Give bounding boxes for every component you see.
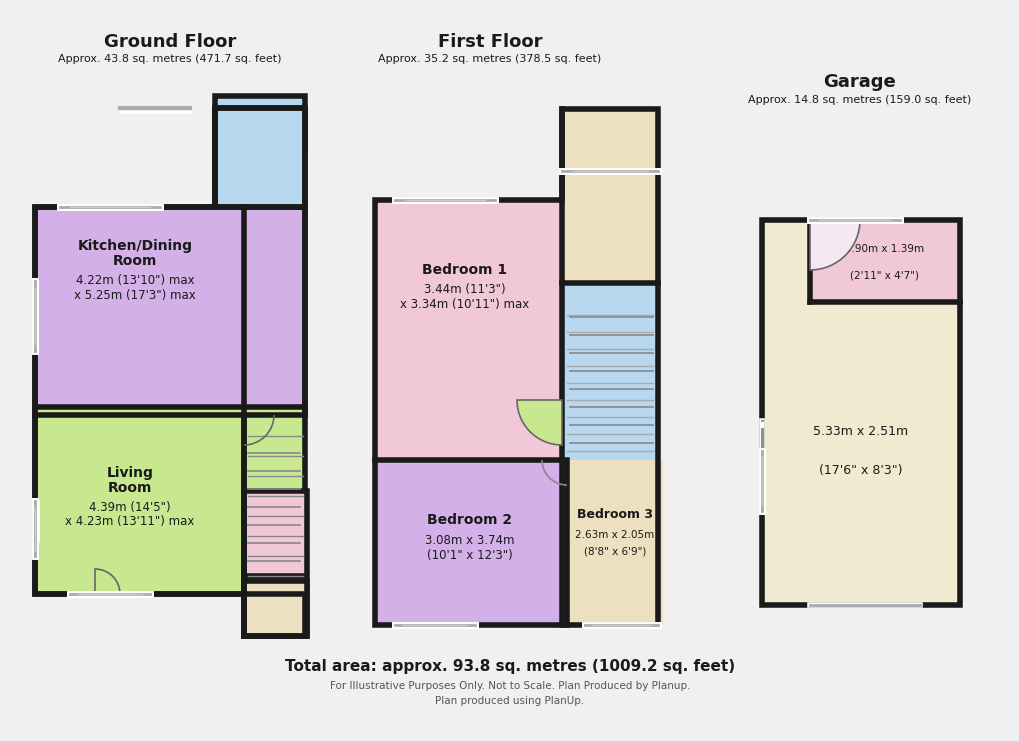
Bar [809, 220, 959, 302]
Bar [244, 581, 307, 636]
Text: 3.08m x 3.74m: 3.08m x 3.74m [425, 534, 515, 547]
Bar [375, 200, 561, 460]
Bar [215, 108, 305, 207]
Text: 5.33m x 2.51m: 5.33m x 2.51m [812, 425, 908, 438]
Text: x 5.25m (17'3") max: x 5.25m (17'3") max [74, 290, 196, 302]
Text: Room: Room [108, 481, 152, 495]
Text: 2.63m x 2.05m: 2.63m x 2.05m [575, 530, 654, 540]
Wedge shape [517, 400, 561, 445]
Polygon shape [35, 108, 305, 636]
Text: Approx. 14.8 sq. metres (159.0 sq. feet): Approx. 14.8 sq. metres (159.0 sq. feet) [748, 95, 971, 105]
Text: (17'6" x 8'3"): (17'6" x 8'3") [818, 464, 902, 476]
Text: x 3.34m (10'11") max: x 3.34m (10'11") max [400, 299, 529, 311]
Bar [35, 407, 305, 594]
Text: Kitchen/Dining: Kitchen/Dining [77, 239, 193, 253]
Text: (10'1" x 12'3"): (10'1" x 12'3") [427, 548, 513, 562]
Text: Living: Living [106, 466, 153, 480]
Text: 4.39m (14'5"): 4.39m (14'5") [89, 500, 170, 514]
Bar [244, 415, 305, 636]
Text: Approx. 35.2 sq. metres (378.5 sq. feet): Approx. 35.2 sq. metres (378.5 sq. feet) [378, 54, 601, 64]
Bar [35, 207, 305, 415]
Text: Ground Floor: Ground Floor [104, 33, 235, 51]
Text: 0.90m x 1.39m: 0.90m x 1.39m [845, 244, 923, 253]
Bar [244, 491, 307, 636]
Bar [561, 283, 657, 460]
Bar [35, 407, 305, 594]
Text: First Floor: First Floor [437, 33, 542, 51]
Text: (2'11" x 4'7"): (2'11" x 4'7") [850, 270, 918, 281]
Text: x 4.23m (13'11") max: x 4.23m (13'11") max [65, 516, 195, 528]
Text: Approx. 43.8 sq. metres (471.7 sq. feet): Approx. 43.8 sq. metres (471.7 sq. feet) [58, 54, 281, 64]
Polygon shape [375, 109, 657, 625]
Text: For Illustrative Purposes Only. Not to Scale. Plan Produced by Planup.: For Illustrative Purposes Only. Not to S… [329, 681, 690, 691]
Text: Room: Room [113, 254, 157, 268]
Text: Bedroom 2: Bedroom 2 [427, 513, 513, 527]
Text: Total area: approx. 93.8 sq. metres (1009.2 sq. feet): Total area: approx. 93.8 sq. metres (100… [284, 659, 735, 674]
Bar [567, 460, 662, 625]
Text: Bedroom 1: Bedroom 1 [422, 263, 507, 277]
Wedge shape [809, 220, 859, 270]
Text: Bedroom 3: Bedroom 3 [577, 508, 652, 522]
Bar [215, 108, 305, 207]
Text: (8'8" x 6'9"): (8'8" x 6'9") [583, 547, 646, 557]
Bar [761, 220, 959, 605]
Bar [244, 576, 305, 636]
Bar [561, 109, 657, 283]
Text: Plan produced using PlanUp.: Plan produced using PlanUp. [435, 696, 584, 706]
Text: 3.44m (11'3"): 3.44m (11'3") [424, 284, 505, 296]
Bar [215, 96, 305, 148]
Text: 4.22m (13'10") max: 4.22m (13'10") max [75, 274, 195, 288]
Text: Garage: Garage [822, 73, 896, 91]
Bar [375, 460, 567, 625]
Bar [35, 207, 305, 415]
